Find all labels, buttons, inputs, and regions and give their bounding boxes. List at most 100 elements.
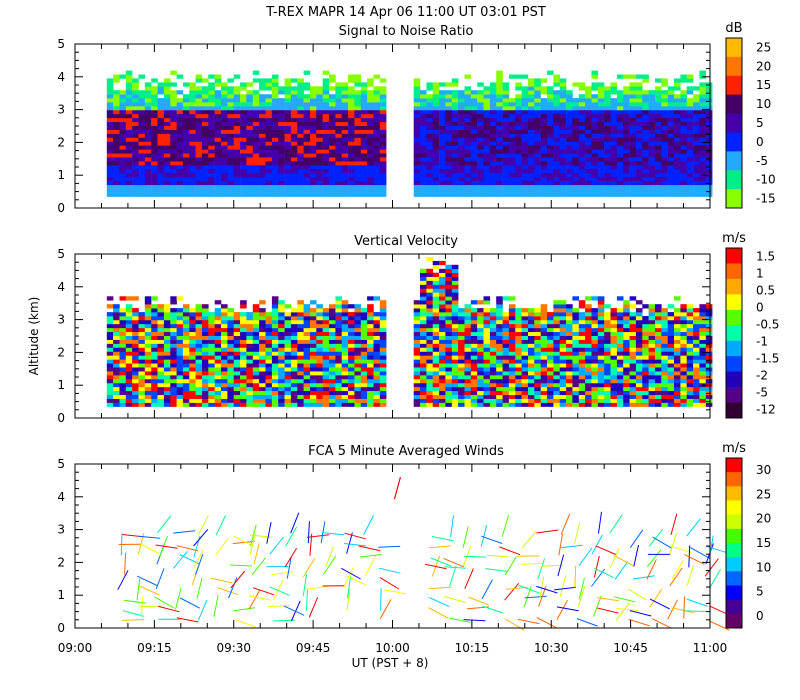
heatmap-cell — [597, 106, 605, 111]
heatmap-cell — [547, 125, 554, 130]
heatmap-cell — [420, 276, 427, 281]
heatmap-cell — [496, 145, 503, 150]
heatmap-cell — [413, 351, 421, 356]
heatmap-cell — [132, 312, 139, 317]
heatmap-cell — [439, 165, 446, 170]
heatmap-cell — [316, 382, 323, 388]
heatmap-cell — [661, 157, 668, 162]
heatmap-cell — [113, 327, 120, 333]
heatmap-cell — [265, 141, 273, 146]
heatmap-cell — [553, 343, 561, 348]
heatmap-cell — [290, 355, 298, 360]
heatmap-cell — [373, 169, 381, 174]
heatmap-cell — [265, 363, 273, 368]
heatmap-cell — [483, 347, 491, 352]
heatmap-cell — [227, 394, 235, 399]
heatmap-cell — [106, 339, 114, 344]
heatmap-cell — [310, 339, 317, 344]
heatmap-cell — [233, 94, 241, 99]
heatmap-cell — [667, 180, 675, 186]
heatmap-cell — [521, 117, 529, 123]
heatmap-cell — [674, 169, 681, 174]
heatmap-cell — [610, 82, 618, 87]
heatmap-cell — [176, 382, 184, 388]
heatmap-cell — [316, 176, 323, 182]
heatmap-cell — [252, 359, 260, 364]
heatmap-cell — [284, 390, 292, 396]
heatmap-cell — [635, 192, 643, 197]
heatmap-cell — [297, 386, 304, 392]
heatmap-cell — [297, 188, 304, 193]
heatmap-cell — [125, 121, 133, 126]
heatmap-cell — [642, 319, 649, 325]
heatmap-cell — [585, 296, 592, 301]
heatmap-cell — [489, 121, 497, 126]
heatmap-cell — [195, 145, 203, 150]
heatmap-cell — [686, 172, 694, 178]
heatmap-cell — [113, 161, 120, 166]
heatmap-cell — [585, 86, 592, 91]
heatmap-cell — [648, 184, 656, 189]
heatmap-cell — [360, 323, 368, 329]
heatmap-cell — [138, 113, 146, 119]
heatmap-cell — [426, 327, 434, 333]
heatmap-cell — [610, 184, 618, 189]
heatmap-cell — [335, 145, 343, 150]
heatmap-cell — [360, 402, 368, 407]
heatmap-cell — [470, 149, 478, 154]
heatmap-cell — [214, 359, 222, 364]
heatmap-cell — [271, 94, 279, 99]
heatmap-cell — [420, 292, 427, 297]
heatmap-cell — [540, 149, 548, 154]
heatmap-cell — [521, 86, 529, 91]
heatmap-cell — [132, 102, 139, 107]
heatmap-cell — [176, 386, 184, 392]
heatmap-cell — [686, 117, 694, 123]
heatmap-cell — [303, 367, 311, 372]
heatmap-cell — [202, 308, 209, 313]
heatmap-cell — [360, 121, 368, 126]
heatmap-cell — [420, 363, 427, 368]
heatmap-cell — [367, 402, 374, 407]
heatmap-cell — [335, 331, 343, 336]
heatmap-cell — [271, 125, 279, 130]
heatmap-cell — [610, 153, 618, 158]
heatmap-cell — [521, 98, 529, 103]
heatmap-cell — [578, 351, 586, 356]
heatmap-cell — [348, 367, 355, 372]
heatmap-cell — [648, 312, 656, 317]
heatmap-cell — [572, 129, 580, 134]
heatmap-cell — [341, 161, 349, 166]
heatmap-cell — [648, 153, 656, 158]
heatmap-cell — [547, 327, 554, 333]
heatmap-cell — [125, 375, 133, 380]
heatmap-cell — [157, 102, 165, 107]
heatmap-cell — [170, 137, 177, 142]
heatmap-cell — [335, 192, 343, 197]
heatmap-cell — [170, 394, 177, 399]
heatmap-cell — [432, 86, 440, 91]
heatmap-cell — [566, 319, 573, 325]
heatmap-cell — [271, 316, 279, 321]
heatmap-cell — [559, 176, 567, 182]
heatmap-cell — [661, 339, 668, 344]
heatmap-cell — [290, 327, 298, 333]
heatmap-cell — [655, 343, 662, 348]
heatmap-cell — [635, 316, 643, 321]
heatmap-cell — [566, 382, 573, 388]
heatmap-cell — [610, 339, 618, 344]
heatmap-cell — [240, 94, 247, 99]
heatmap-cell — [420, 272, 427, 277]
heatmap-cell — [113, 133, 120, 138]
heatmap-cell — [451, 141, 459, 146]
heatmap-cell — [246, 316, 254, 321]
heatmap-cell — [540, 188, 548, 193]
heatmap-cell — [252, 90, 260, 95]
heatmap-cell — [489, 161, 497, 166]
heatmap-cell — [348, 180, 355, 186]
heatmap-cell — [629, 180, 637, 186]
heatmap-cell — [553, 386, 561, 392]
heatmap-cell — [464, 327, 472, 333]
heatmap-cell — [341, 308, 349, 313]
heatmap-cell — [413, 331, 421, 336]
